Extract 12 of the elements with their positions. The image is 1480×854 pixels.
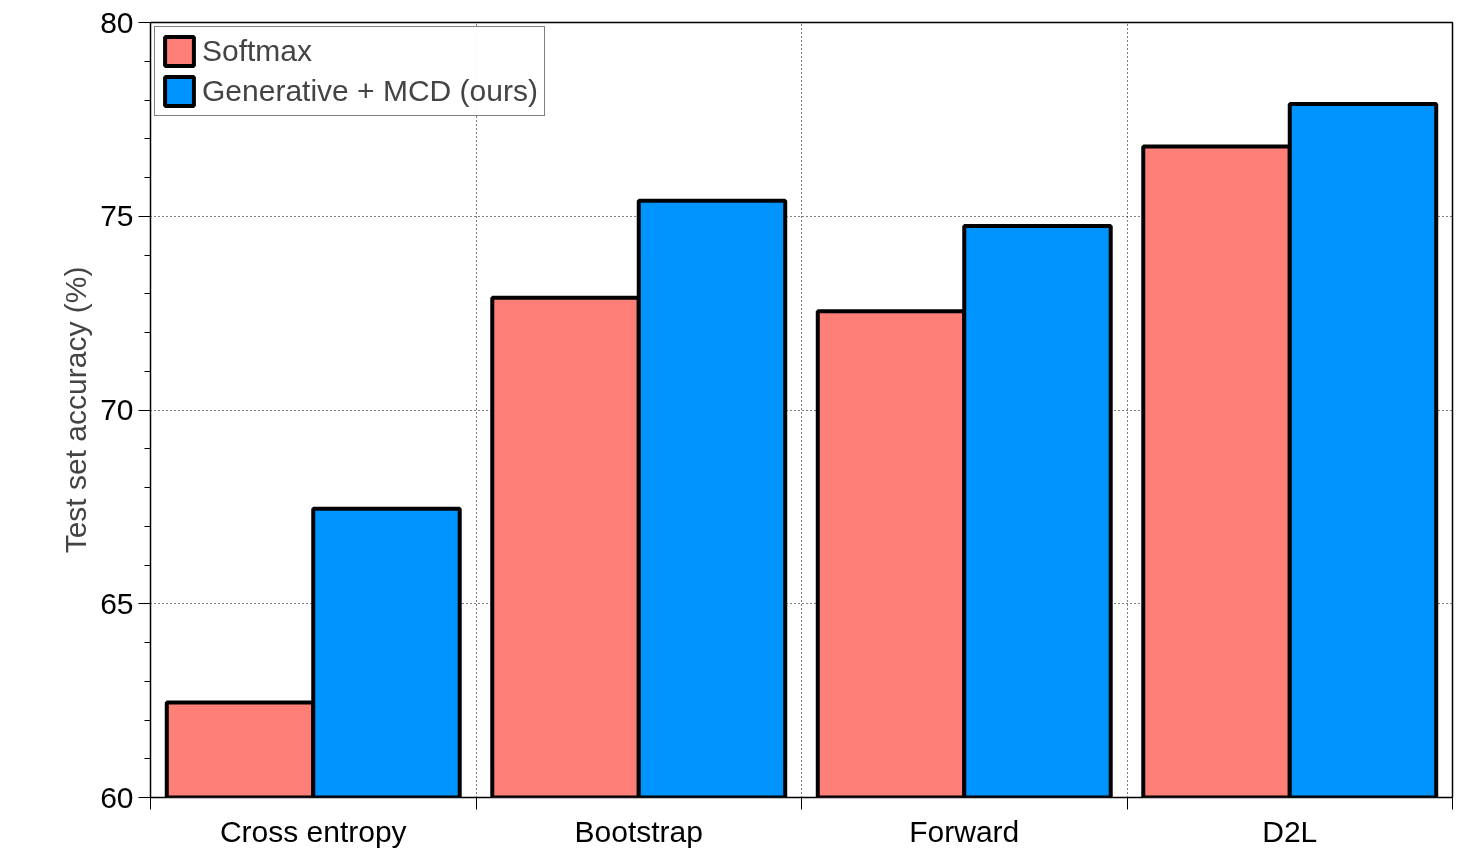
- x-tick-label: D2L: [1262, 814, 1318, 848]
- legend-label: Softmax: [202, 34, 313, 68]
- x-tick-label: Bootstrap: [574, 814, 703, 848]
- legend-label: Generative + MCD (ours): [202, 74, 538, 108]
- y-tick-label: 65: [100, 586, 134, 620]
- x-tick-label: Forward: [909, 814, 1020, 848]
- x-tick-label: Cross entropy: [219, 814, 407, 848]
- y-tick-label: 70: [100, 393, 134, 426]
- y-axis-title: Test set accuracy (%): [59, 266, 93, 554]
- y-tick-label: 75: [100, 199, 134, 233]
- y-tick-label: 60: [100, 780, 134, 814]
- y-tick-label: 80: [100, 5, 134, 39]
